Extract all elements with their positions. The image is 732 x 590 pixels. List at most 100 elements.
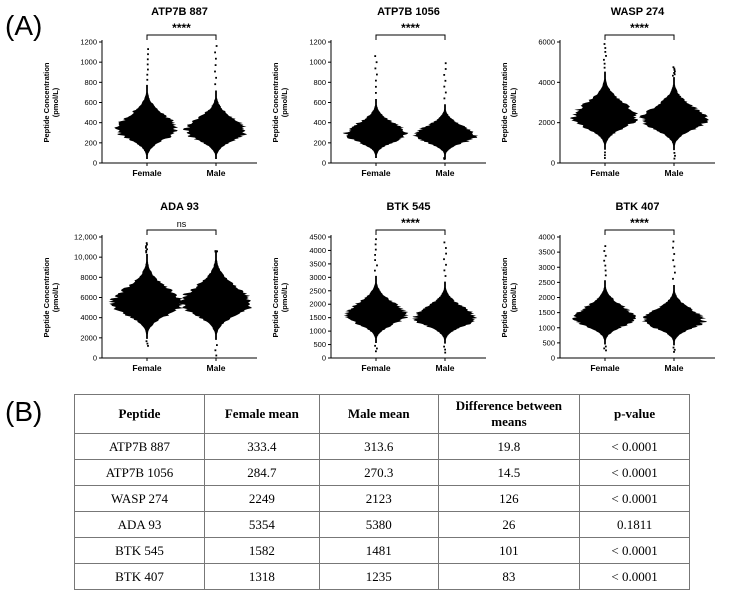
outlier-dot	[445, 247, 447, 249]
outlier-dot	[215, 354, 218, 357]
table-header-cell: Female mean	[204, 394, 320, 434]
outlier-dot	[673, 73, 676, 76]
outlier-dot	[146, 342, 149, 345]
outlier-dot	[604, 47, 607, 49]
table-row: BTK 407 1318 1235 83 < 0.0001	[74, 563, 690, 590]
table-cell: 1481	[318, 537, 439, 564]
plot-title: BTK 545	[386, 201, 430, 213]
outlier-dot	[603, 62, 606, 65]
outlier-dot	[605, 55, 607, 57]
outlier-dot	[147, 345, 149, 347]
table-cell: < 0.0001	[579, 433, 690, 460]
table-row: ATP7B 1056 284.7 270.3 14.5 < 0.0001	[74, 459, 690, 486]
outlier-dot	[674, 154, 676, 157]
outlier-dot	[146, 63, 149, 66]
outlier-dot	[147, 53, 149, 56]
outlier-dot	[443, 269, 446, 272]
table-header-cell: Difference between means	[437, 394, 581, 434]
y-tick-label: 6000	[80, 293, 97, 302]
outlier-dot	[444, 275, 447, 277]
outlier-dot	[145, 242, 148, 244]
violin-plot-btk-407: BTK 407 **** 0 500 1000 1500 2000 2500 3000 3500 4…	[500, 201, 715, 373]
table-cell: 284.7	[204, 459, 320, 486]
outlier-dot	[374, 254, 376, 256]
table-row: ADA 93 5354 5380 26 0.1811	[74, 511, 690, 538]
y-tick-label: 0	[322, 159, 326, 168]
outlier-dot	[374, 67, 377, 70]
outlier-dot	[376, 264, 378, 267]
outlier-dot	[375, 79, 377, 82]
table-cell: WASP 274	[74, 485, 205, 512]
outlier-dot	[375, 92, 377, 94]
table-header-cell: Male mean	[318, 394, 439, 434]
y-tick-label: 500	[542, 338, 555, 347]
y-axis-label-units: (pmol/L)	[509, 87, 518, 117]
y-tick-label: 1000	[80, 58, 97, 67]
outlier-dot	[146, 243, 148, 246]
outlier-dot	[374, 259, 376, 261]
outlier-dot	[604, 157, 606, 159]
y-tick-label: 1500	[538, 308, 555, 317]
outlier-dot	[673, 253, 676, 255]
y-tick-label: 3000	[309, 273, 326, 282]
y-axis-label-units: (pmol/L)	[51, 87, 60, 117]
stats-table-wrap: Peptide Female mean Male mean Difference be…	[74, 394, 690, 590]
table-cell: 5380	[318, 511, 439, 538]
violin-plot-wasp-274: WASP 274 **** 0 2000 4000 6000 Peptide Concent…	[500, 6, 715, 178]
y-tick-label: 3500	[538, 248, 555, 257]
table-cell: BTK 407	[74, 563, 205, 590]
table-cell: 126	[437, 485, 581, 512]
outlier-dot	[147, 48, 149, 50]
y-tick-label: 1200	[309, 38, 326, 47]
outlier-dot	[604, 151, 606, 154]
significance-bracket	[375, 34, 446, 40]
outlier-dot	[672, 259, 675, 262]
significance-label: ****	[630, 216, 649, 230]
outlier-dot	[374, 344, 376, 347]
table-cell: 2123	[318, 485, 439, 512]
significance-bracket	[604, 229, 675, 235]
outlier-dot	[145, 251, 148, 254]
y-axis-label: Peptide Concentration	[271, 62, 280, 142]
y-tick-label: 4000	[309, 246, 326, 255]
y-tick-label: 10,000	[74, 253, 97, 262]
violin-male	[412, 104, 479, 158]
significance-bracket	[375, 229, 446, 235]
outlier-dot	[443, 85, 446, 88]
outlier-dot	[443, 345, 445, 348]
table-header-cell: Peptide	[74, 394, 205, 434]
violin-male	[183, 90, 248, 159]
outlier-dot	[444, 348, 446, 351]
outlier-dot	[444, 91, 447, 94]
outlier-dot	[214, 250, 217, 252]
violin-female	[570, 71, 639, 150]
outlier-dot	[674, 271, 676, 274]
outlier-dot	[604, 254, 607, 257]
outlier-dot	[145, 340, 148, 343]
y-tick-label: 0	[551, 354, 555, 363]
outlier-dot	[374, 243, 377, 246]
plot-title: ADA 93	[160, 201, 199, 213]
outlier-dot	[443, 97, 446, 100]
significance-label: ****	[401, 216, 420, 230]
table-cell: 1235	[318, 563, 439, 590]
violin-male	[639, 77, 709, 151]
y-tick-label: 1000	[538, 323, 555, 332]
outlier-dot	[673, 348, 676, 351]
outlier-dot	[146, 248, 148, 251]
panel-b-label: (B)	[5, 396, 43, 427]
x-category-label: Male	[665, 363, 684, 373]
table-row: ATP7B 887 333.4 313.6 19.8 < 0.0001	[74, 433, 690, 460]
table-cell: 270.3	[318, 459, 439, 486]
table-cell: < 0.0001	[579, 563, 690, 590]
y-axis-label-units: (pmol/L)	[280, 282, 289, 312]
x-category-label: Female	[590, 168, 620, 178]
table-cell: ATP7B 887	[74, 433, 205, 460]
violin-male	[412, 281, 478, 344]
violin-plot-atp7b-1056: ATP7B 1056 **** 0 200 400 600 800 1000 1200 Pepti…	[271, 6, 486, 178]
violin-female	[343, 275, 409, 343]
outlier-dot	[443, 241, 446, 244]
outlier-dot	[673, 152, 676, 154]
violin-male	[641, 285, 707, 346]
y-tick-label: 1000	[309, 58, 326, 67]
